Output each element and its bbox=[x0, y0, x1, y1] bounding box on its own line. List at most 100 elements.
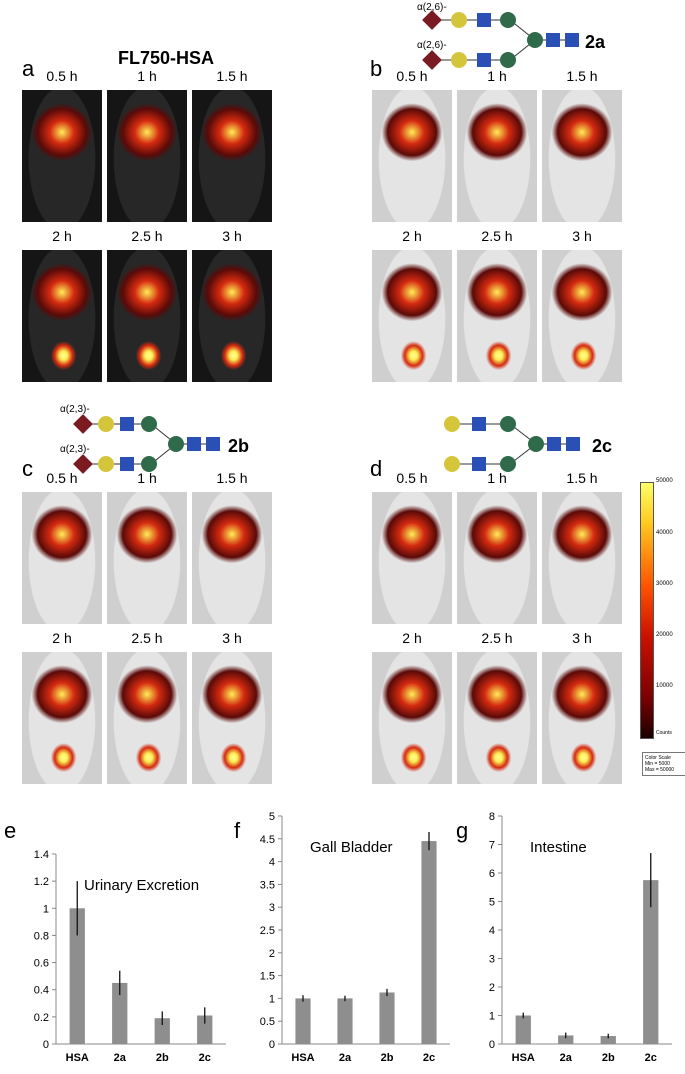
y-tick-label: 0 bbox=[489, 1039, 495, 1051]
chart-urinary-excretion: 0 0.2 0.4 0.6 0.8 1 1.2 1.4 Urinary Excretion HSA… bbox=[34, 849, 226, 1064]
colorbar-tick: 40000 bbox=[656, 530, 673, 536]
mouse-image bbox=[457, 250, 537, 382]
glcnac-icon bbox=[472, 417, 486, 431]
y-tick-label: 0 bbox=[43, 1039, 49, 1051]
y-tick-label: 3 bbox=[489, 954, 495, 966]
time-label: 2 h bbox=[402, 630, 422, 646]
mouse-image bbox=[372, 492, 452, 624]
galactose-icon bbox=[444, 456, 460, 472]
time-label: 1 h bbox=[137, 68, 157, 84]
time-label: 3 h bbox=[222, 630, 242, 646]
glcnac-icon bbox=[566, 437, 580, 451]
time-label: 1.5 h bbox=[216, 470, 248, 486]
mouse-image bbox=[22, 90, 102, 222]
glcnac-icon bbox=[120, 417, 134, 431]
mannose-icon bbox=[528, 436, 544, 452]
time-label: 2 h bbox=[52, 228, 72, 244]
mouse-image bbox=[372, 250, 452, 382]
mouse-image bbox=[107, 250, 187, 382]
mouse-image bbox=[542, 250, 622, 382]
mouse-image bbox=[192, 652, 272, 784]
bar bbox=[558, 1035, 574, 1044]
panel-a-title: FL750-HSA bbox=[118, 48, 215, 68]
glycan-linkage-label: α(2,6)- bbox=[417, 40, 447, 51]
y-tick-label: 2.5 bbox=[260, 925, 275, 937]
glcnac-icon bbox=[120, 457, 134, 471]
bar bbox=[112, 982, 128, 1044]
bar bbox=[379, 992, 395, 1044]
y-tick-label: 5 bbox=[269, 811, 275, 823]
y-tick-label: 0.5 bbox=[260, 1016, 275, 1028]
y-tick-label: 1.2 bbox=[34, 876, 49, 888]
panel-letter-b: b bbox=[370, 56, 383, 81]
panel-letter-e: e bbox=[4, 818, 17, 843]
time-label: 2.5 h bbox=[481, 228, 513, 244]
panel-letter-f: f bbox=[234, 818, 241, 843]
x-tick-label: 2c bbox=[645, 1052, 657, 1064]
glycan-2c-diagram: 2c bbox=[444, 416, 612, 472]
colorbar-tick: 10000 bbox=[656, 683, 673, 689]
galactose-icon bbox=[451, 12, 467, 28]
y-tick-label: 3.5 bbox=[260, 879, 275, 891]
time-label: 3 h bbox=[572, 228, 592, 244]
color-scale-box-line: Min = 5000 bbox=[645, 761, 670, 767]
chart-title: Gall Bladder bbox=[310, 839, 393, 856]
y-tick-label: 0.6 bbox=[34, 958, 49, 970]
mouse-image bbox=[22, 492, 102, 624]
y-tick-label: 1.5 bbox=[260, 971, 275, 983]
bar bbox=[421, 841, 437, 1044]
mouse-image bbox=[542, 90, 622, 222]
y-tick-label: 2 bbox=[489, 982, 495, 994]
x-tick-label: 2a bbox=[114, 1052, 127, 1064]
y-tick-label: 1 bbox=[489, 1011, 495, 1023]
bar bbox=[295, 998, 311, 1044]
mouse-image bbox=[22, 250, 102, 382]
colorbar-tick: 30000 bbox=[656, 581, 673, 587]
compound-label-2b: 2b bbox=[228, 436, 249, 456]
mouse-image bbox=[107, 492, 187, 624]
bar bbox=[197, 1015, 213, 1044]
time-label: 1.5 h bbox=[566, 470, 598, 486]
time-label: 0.5 h bbox=[396, 68, 428, 84]
sialic-acid-icon bbox=[73, 454, 93, 474]
mannose-icon bbox=[527, 32, 543, 48]
mannose-icon bbox=[141, 416, 157, 432]
y-tick-label: 3 bbox=[269, 902, 275, 914]
y-tick-label: 6 bbox=[489, 868, 495, 880]
glcnac-icon bbox=[547, 437, 561, 451]
y-tick-label: 0.8 bbox=[34, 930, 49, 942]
mouse-image bbox=[192, 492, 272, 624]
color-scale-box-line: Color Scale bbox=[645, 755, 671, 761]
glcnac-icon bbox=[546, 33, 560, 47]
y-tick-label: 4 bbox=[489, 925, 495, 937]
panel-d-grid: 0.5 h 1 h 1.5 h 2 h 2.5 h 3 h bbox=[372, 470, 630, 788]
time-label: 0.5 h bbox=[46, 470, 78, 486]
panel-a-grid: 0.5 h 1 h 1.5 h 2 h 2.5 h 3 h bbox=[22, 68, 280, 386]
x-tick-label: 2c bbox=[199, 1052, 211, 1064]
mouse-image bbox=[372, 90, 452, 222]
time-label: 2.5 h bbox=[131, 228, 163, 244]
y-tick-label: 1 bbox=[43, 903, 49, 915]
chart-gall-bladder: 0 0.5 1 1.5 2 2.5 3 3.5 4 4.5 5 Gall Bladder HSA 2a 2b… bbox=[260, 811, 450, 1064]
time-label: 3 h bbox=[572, 630, 592, 646]
glcnac-icon bbox=[187, 437, 201, 451]
mouse-image bbox=[372, 652, 452, 784]
mannose-icon bbox=[168, 436, 184, 452]
galactose-icon bbox=[98, 456, 114, 472]
panel-letter-d: d bbox=[370, 456, 383, 481]
panel-b-grid: 0.5 h 1 h 1.5 h 2 h 2.5 h 3 h bbox=[372, 68, 630, 386]
y-tick-label: 0.4 bbox=[34, 985, 49, 997]
x-tick-label: 2b bbox=[156, 1052, 169, 1064]
panel-letter-a: a bbox=[22, 56, 35, 81]
glycan-linkage-label: α(2,6)- bbox=[417, 2, 447, 13]
panel-letter-c: c bbox=[22, 456, 33, 481]
galactose-icon bbox=[444, 416, 460, 432]
time-label: 0.5 h bbox=[46, 68, 78, 84]
y-tick-label: 7 bbox=[489, 840, 495, 852]
mannose-icon bbox=[500, 416, 516, 432]
glycan-linkage-label: α(2,3)- bbox=[60, 404, 90, 415]
y-tick-label: 1.4 bbox=[34, 849, 49, 861]
x-tick-label: 2a bbox=[339, 1052, 352, 1064]
compound-label-2a: 2a bbox=[585, 32, 606, 52]
x-tick-label: HSA bbox=[66, 1052, 89, 1064]
